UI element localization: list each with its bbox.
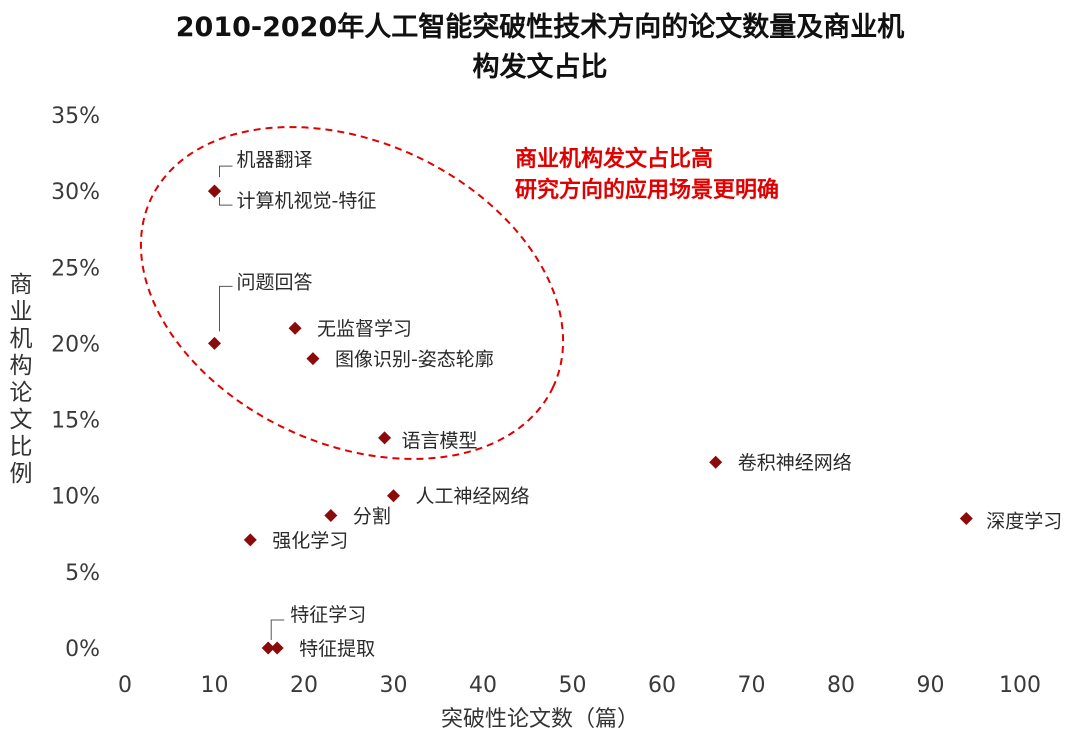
annotation-line: 商业机构发文占比高 — [515, 146, 713, 172]
chart-title: 2010-2020年人工智能突破性技术方向的论文数量及商业机 构发文占比 — [40, 8, 1040, 88]
y-axis-label-char: 比 — [9, 434, 33, 460]
label-connectors — [219, 165, 285, 640]
high-commercial-cluster-ellipse — [139, 126, 565, 460]
y-axis-label-char: 商 — [9, 272, 33, 298]
label-connector-line — [219, 165, 233, 178]
data-point-label: 问题回答 — [237, 271, 313, 293]
data-point-label: 深度学习 — [986, 511, 1062, 533]
data-point-label: 图像识别-姿态轮廓 — [335, 349, 494, 371]
x-tick-label: 100 — [999, 673, 1041, 698]
data-point-label: 特征提取 — [299, 638, 375, 660]
x-tick-label: 60 — [648, 673, 676, 698]
data-point-label: 人工神经网络 — [416, 486, 530, 508]
data-point-marker — [387, 489, 400, 503]
x-tick-label: 30 — [380, 673, 408, 698]
y-axis-label-char: 论 — [9, 380, 33, 406]
data-point-label: 无监督学习 — [317, 318, 412, 340]
label-connector-line — [270, 619, 285, 640]
y-axis-label-char: 文 — [9, 407, 33, 433]
data-point-marker — [208, 336, 221, 350]
data-point-marker — [208, 184, 221, 198]
data-point-marker — [306, 352, 320, 366]
data-point-label: 分割 — [353, 506, 391, 528]
chart-title-line-2: 构发文占比 — [472, 52, 608, 83]
x-tick-label: 50 — [559, 673, 587, 698]
y-tick-label: 35% — [51, 104, 100, 129]
y-axis-label-char: 例 — [9, 461, 33, 487]
label-connector-line — [219, 197, 233, 206]
data-points — [208, 184, 973, 655]
y-tick-label: 15% — [51, 409, 100, 434]
data-point-marker — [243, 533, 257, 547]
y-axis-label-char: 机 — [9, 326, 33, 352]
x-tick-label: 0 — [118, 673, 132, 698]
data-point-marker — [288, 321, 302, 335]
data-point-label: 强化学习 — [272, 530, 348, 552]
data-point-label: 计算机视觉-特征 — [237, 190, 377, 212]
data-point-label: 语言模型 — [402, 430, 478, 452]
point-labels: 机器翻译计算机视觉-特征问题回答无监督学习图像识别-姿态轮廓语言模型卷积神经网络… — [237, 149, 1063, 660]
chart-title-line-1: 2010-2020年人工智能突破性技术方向的论文数量及商业机 — [175, 12, 905, 43]
y-axis-label-char: 构 — [9, 353, 33, 379]
y-axis-ticks: 0% 5% 10% 15% 20% 25% 30% 35% — [51, 104, 100, 662]
data-point-marker — [270, 641, 284, 655]
data-point-marker — [959, 512, 973, 526]
data-point-marker — [378, 431, 392, 445]
x-tick-label: 20 — [290, 673, 318, 698]
x-tick-label: 70 — [738, 673, 766, 698]
y-tick-label: 30% — [51, 180, 100, 205]
data-point-label: 特征学习 — [290, 604, 366, 626]
y-tick-label: 0% — [65, 637, 100, 662]
x-axis-label: 突破性论文数（篇） — [441, 707, 639, 732]
y-tick-label: 20% — [51, 332, 100, 357]
y-tick-label: 25% — [51, 256, 100, 281]
y-axis-label: 商业机构论文比例 — [6, 272, 36, 488]
data-point-label: 卷积神经网络 — [738, 452, 852, 474]
y-tick-label: 5% — [65, 561, 100, 586]
x-axis-ticks: 0 10 20 30 40 50 60 70 80 90 100 — [118, 673, 1041, 698]
y-tick-label: 10% — [51, 485, 100, 510]
y-axis-label-char: 业 — [9, 299, 33, 325]
data-point-marker — [261, 641, 275, 655]
annotation-line: 研究方向的应用场景更明确 — [515, 177, 779, 203]
data-point-marker — [324, 509, 338, 523]
x-tick-label: 10 — [201, 673, 229, 698]
x-tick-label: 80 — [827, 673, 855, 698]
x-tick-label: 40 — [469, 673, 497, 698]
label-connector-line — [219, 285, 233, 332]
data-point-marker — [709, 455, 723, 469]
data-point-label: 机器翻译 — [237, 149, 313, 171]
x-tick-label: 90 — [917, 673, 945, 698]
